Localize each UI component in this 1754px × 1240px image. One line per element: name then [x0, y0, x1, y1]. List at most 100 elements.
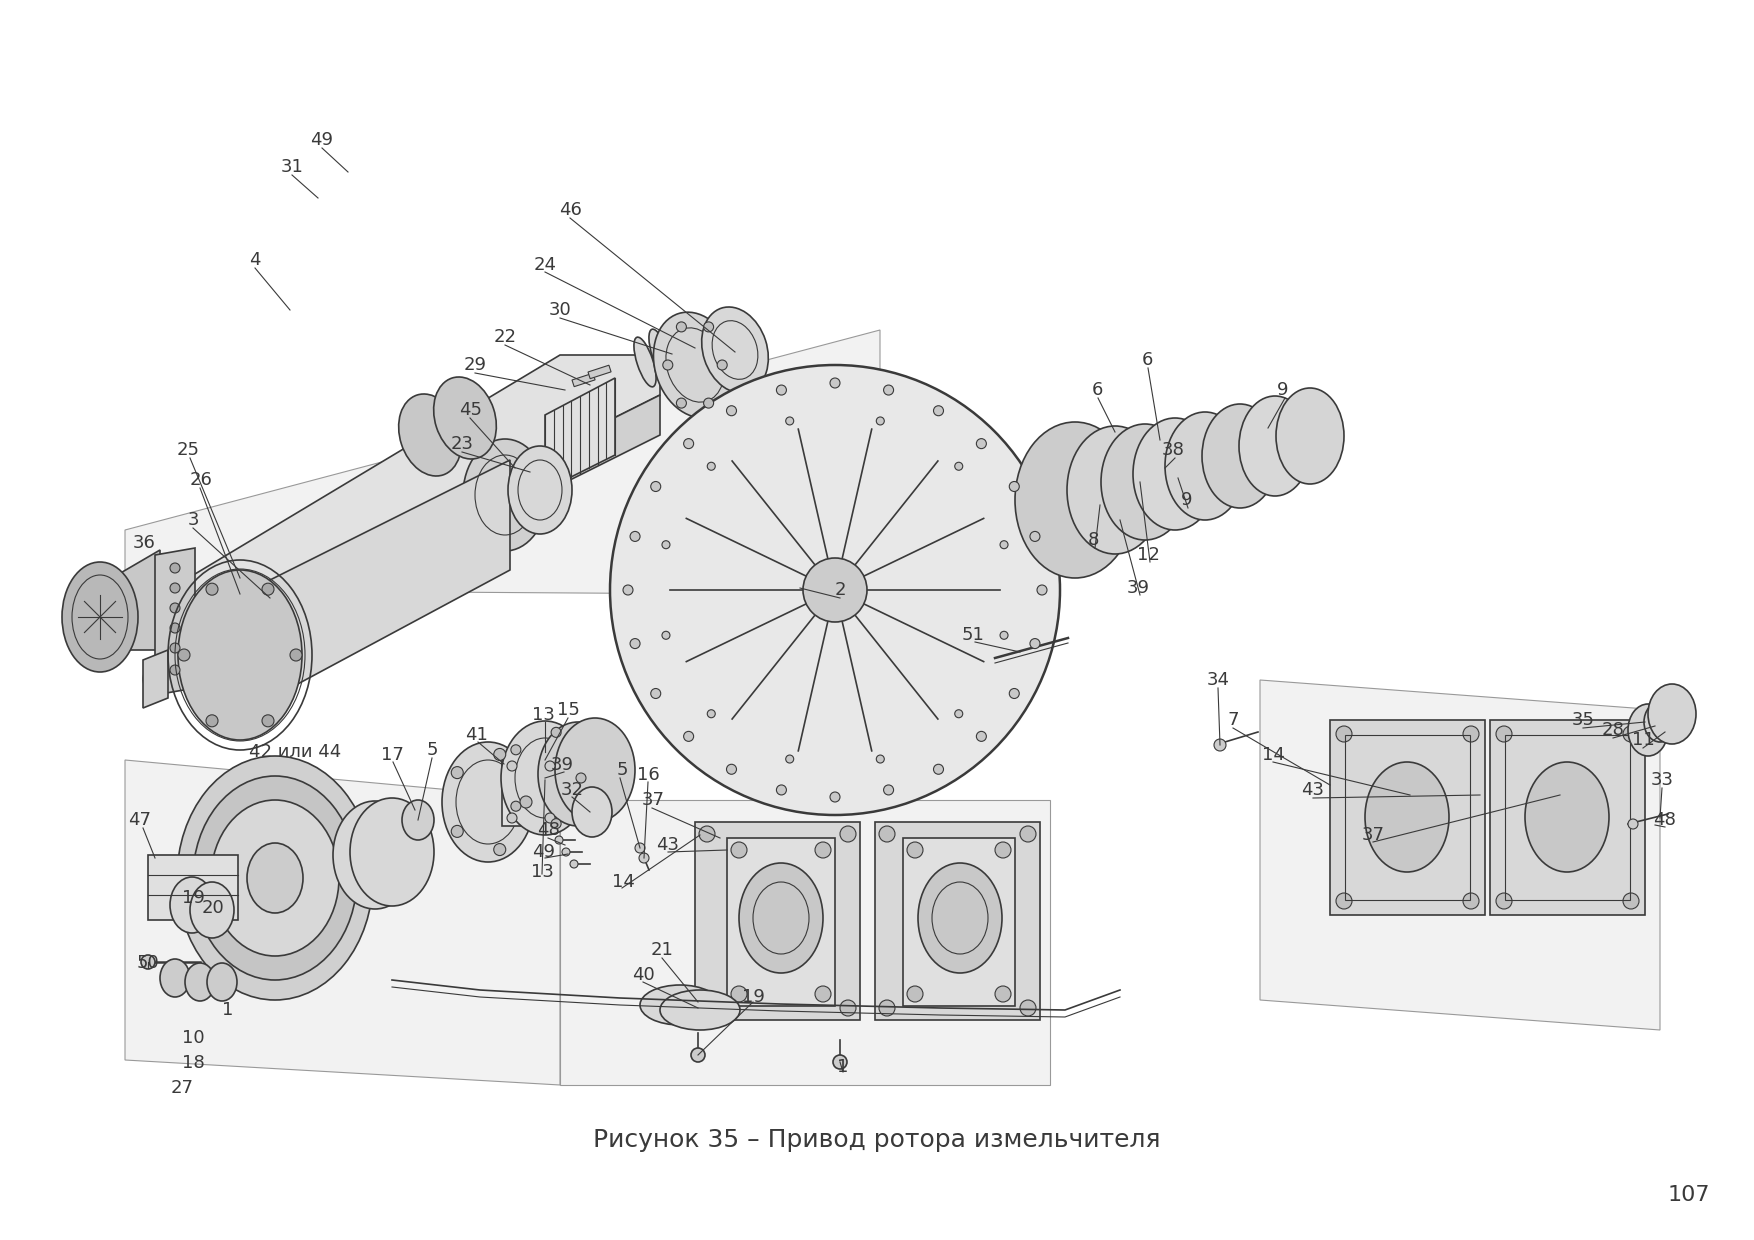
- Text: 50: 50: [137, 954, 160, 972]
- Text: 31: 31: [281, 157, 303, 176]
- Text: 4: 4: [249, 250, 261, 269]
- Circle shape: [717, 360, 728, 370]
- Circle shape: [995, 986, 1010, 1002]
- Text: 49: 49: [533, 843, 556, 861]
- Polygon shape: [144, 650, 168, 708]
- Circle shape: [289, 649, 302, 661]
- Ellipse shape: [610, 365, 1059, 815]
- Text: 45: 45: [460, 401, 482, 419]
- Circle shape: [1622, 725, 1638, 742]
- Text: 1: 1: [223, 1001, 233, 1019]
- Circle shape: [840, 826, 856, 842]
- Circle shape: [507, 761, 517, 771]
- Ellipse shape: [247, 843, 303, 913]
- Text: 11: 11: [1631, 732, 1654, 749]
- Bar: [1505, 735, 1629, 900]
- Circle shape: [877, 755, 884, 763]
- Text: 43: 43: [656, 836, 679, 854]
- Circle shape: [840, 999, 856, 1016]
- Bar: [147, 856, 239, 920]
- Circle shape: [907, 842, 923, 858]
- Ellipse shape: [538, 722, 617, 826]
- Text: 38: 38: [1161, 441, 1184, 459]
- Text: 19: 19: [182, 889, 205, 906]
- Circle shape: [507, 813, 517, 823]
- Circle shape: [170, 622, 181, 632]
- Polygon shape: [100, 551, 160, 650]
- Circle shape: [551, 818, 561, 828]
- Text: 107: 107: [1668, 1185, 1710, 1205]
- Ellipse shape: [1628, 704, 1668, 756]
- Text: 35: 35: [1572, 711, 1594, 729]
- Circle shape: [177, 649, 189, 661]
- Bar: [1330, 720, 1486, 915]
- Circle shape: [726, 405, 737, 415]
- Circle shape: [1000, 631, 1009, 640]
- Text: 43: 43: [1301, 781, 1324, 799]
- Bar: [572, 373, 595, 387]
- Ellipse shape: [442, 742, 533, 862]
- Text: 6: 6: [1142, 351, 1152, 370]
- Ellipse shape: [679, 314, 702, 363]
- Text: 3: 3: [188, 511, 198, 529]
- Ellipse shape: [1016, 422, 1135, 578]
- Ellipse shape: [463, 439, 547, 551]
- Circle shape: [684, 732, 693, 742]
- Ellipse shape: [1524, 763, 1608, 872]
- Text: 1: 1: [837, 1058, 849, 1076]
- Circle shape: [777, 386, 786, 396]
- Polygon shape: [125, 330, 881, 595]
- Ellipse shape: [170, 877, 214, 932]
- Circle shape: [170, 583, 181, 593]
- Circle shape: [493, 749, 505, 760]
- Circle shape: [1030, 639, 1040, 649]
- Text: 8: 8: [1087, 531, 1098, 549]
- Ellipse shape: [1649, 684, 1696, 744]
- Bar: [695, 822, 859, 1021]
- Circle shape: [545, 761, 554, 771]
- Circle shape: [661, 541, 670, 549]
- Circle shape: [1496, 725, 1512, 742]
- Circle shape: [170, 603, 181, 613]
- Text: 37: 37: [642, 791, 665, 808]
- Circle shape: [1463, 725, 1479, 742]
- Ellipse shape: [1643, 702, 1677, 742]
- Ellipse shape: [398, 394, 461, 476]
- Polygon shape: [125, 760, 560, 1085]
- Circle shape: [879, 999, 895, 1016]
- Text: 39: 39: [551, 756, 574, 774]
- Circle shape: [816, 986, 831, 1002]
- Circle shape: [140, 955, 154, 968]
- Ellipse shape: [433, 377, 496, 459]
- Circle shape: [884, 386, 893, 396]
- Text: 28: 28: [1601, 720, 1624, 739]
- Ellipse shape: [509, 446, 572, 534]
- Circle shape: [1463, 893, 1479, 909]
- Circle shape: [933, 764, 944, 774]
- Bar: [726, 838, 835, 1006]
- Text: 47: 47: [128, 811, 151, 830]
- Ellipse shape: [502, 720, 589, 835]
- Ellipse shape: [554, 718, 635, 822]
- Text: 9: 9: [1180, 491, 1193, 508]
- Text: 19: 19: [742, 988, 765, 1006]
- Text: 6: 6: [1091, 381, 1103, 399]
- Text: 15: 15: [556, 701, 579, 719]
- Circle shape: [1037, 585, 1047, 595]
- Circle shape: [707, 709, 716, 718]
- Polygon shape: [160, 355, 660, 625]
- Ellipse shape: [1165, 412, 1245, 520]
- Circle shape: [816, 842, 831, 858]
- Text: 42 или 44: 42 или 44: [249, 743, 340, 761]
- Circle shape: [830, 792, 840, 802]
- Ellipse shape: [207, 963, 237, 1001]
- Circle shape: [877, 417, 884, 425]
- Circle shape: [1214, 739, 1226, 751]
- Circle shape: [510, 745, 521, 755]
- Circle shape: [561, 848, 570, 856]
- Text: 14: 14: [1261, 746, 1284, 764]
- Text: 9: 9: [1277, 381, 1289, 399]
- Text: 30: 30: [549, 301, 572, 319]
- Text: 48: 48: [1654, 811, 1677, 830]
- Text: 41: 41: [465, 725, 488, 744]
